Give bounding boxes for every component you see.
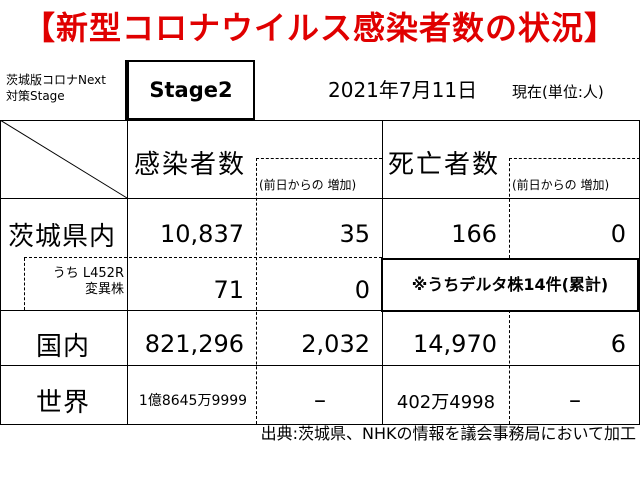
ibaraki-deaths: 166 bbox=[451, 220, 497, 248]
ibaraki-deaths-change: 0 bbox=[610, 220, 626, 248]
national-infected: 821,296 bbox=[144, 330, 244, 358]
row-divider bbox=[0, 310, 640, 311]
variant-label-line2: 変異株 bbox=[84, 282, 124, 297]
page-title: 【新型コロナウイルス感染者数の状況】 bbox=[22, 9, 617, 47]
row-divider bbox=[0, 198, 640, 199]
stage-label-line1: 茨城版コロナNext bbox=[6, 73, 106, 87]
header-deaths: 死亡者数 bbox=[388, 150, 501, 180]
report-date-unit: 現在(単位:人) bbox=[512, 83, 604, 101]
national-deaths: 14,970 bbox=[413, 330, 497, 358]
col-divider bbox=[382, 310, 383, 424]
subrow-dashed-divider bbox=[24, 258, 25, 310]
stage-label: 茨城版コロナNext 対策Stage bbox=[0, 60, 127, 120]
col-dashed-divider bbox=[509, 310, 510, 424]
header-deaths-change: (前日からの 増加) bbox=[512, 178, 610, 192]
col-dashed-divider bbox=[256, 158, 257, 424]
header-infected: 感染者数 bbox=[134, 150, 247, 180]
world-infected: 1億8645万9999 bbox=[138, 393, 248, 409]
row-label-world: 世界 bbox=[36, 388, 91, 418]
col-dashed-divider bbox=[509, 158, 510, 258]
variant-infected-change: 0 bbox=[354, 276, 370, 304]
stage-value: Stage2 bbox=[127, 60, 255, 120]
header-infected-change: (前日からの 増加) bbox=[259, 178, 357, 192]
report-date: 2021年7月11日 bbox=[328, 78, 478, 102]
table-border-bottom bbox=[0, 424, 640, 425]
row-divider bbox=[0, 365, 640, 366]
variant-infected: 71 bbox=[213, 276, 244, 304]
ibaraki-infected: 10,837 bbox=[160, 220, 244, 248]
national-deaths-change: 6 bbox=[610, 330, 626, 358]
header-dashed-line bbox=[256, 158, 382, 159]
corner-diagonal bbox=[0, 120, 128, 199]
national-infected-change: 2,032 bbox=[301, 330, 370, 358]
variant-label-line1: うち L452R bbox=[52, 266, 124, 281]
ibaraki-infected-change: 35 bbox=[339, 220, 370, 248]
col-divider bbox=[382, 120, 383, 258]
world-deaths-change: – bbox=[569, 386, 581, 414]
world-deaths: 402万4998 bbox=[396, 392, 496, 413]
header-dashed-line bbox=[509, 158, 640, 159]
row-label-variant: うち L452R 変異株 bbox=[26, 266, 124, 298]
row-label-ibaraki: 茨城県内 bbox=[8, 222, 117, 252]
stage-label-line2: 対策Stage bbox=[6, 89, 65, 103]
source-note: 出典:茨城県、NHKの情報を議会事務局において加工 bbox=[260, 424, 636, 443]
row-label-national: 国内 bbox=[36, 332, 91, 362]
world-infected-change: – bbox=[314, 386, 326, 414]
col-divider bbox=[127, 120, 128, 424]
table-border-left bbox=[0, 120, 1, 424]
delta-note: ※うちデルタ株14件(累計) bbox=[381, 258, 639, 312]
subrow-dashed-line bbox=[24, 257, 382, 258]
table-border-top bbox=[0, 120, 640, 121]
